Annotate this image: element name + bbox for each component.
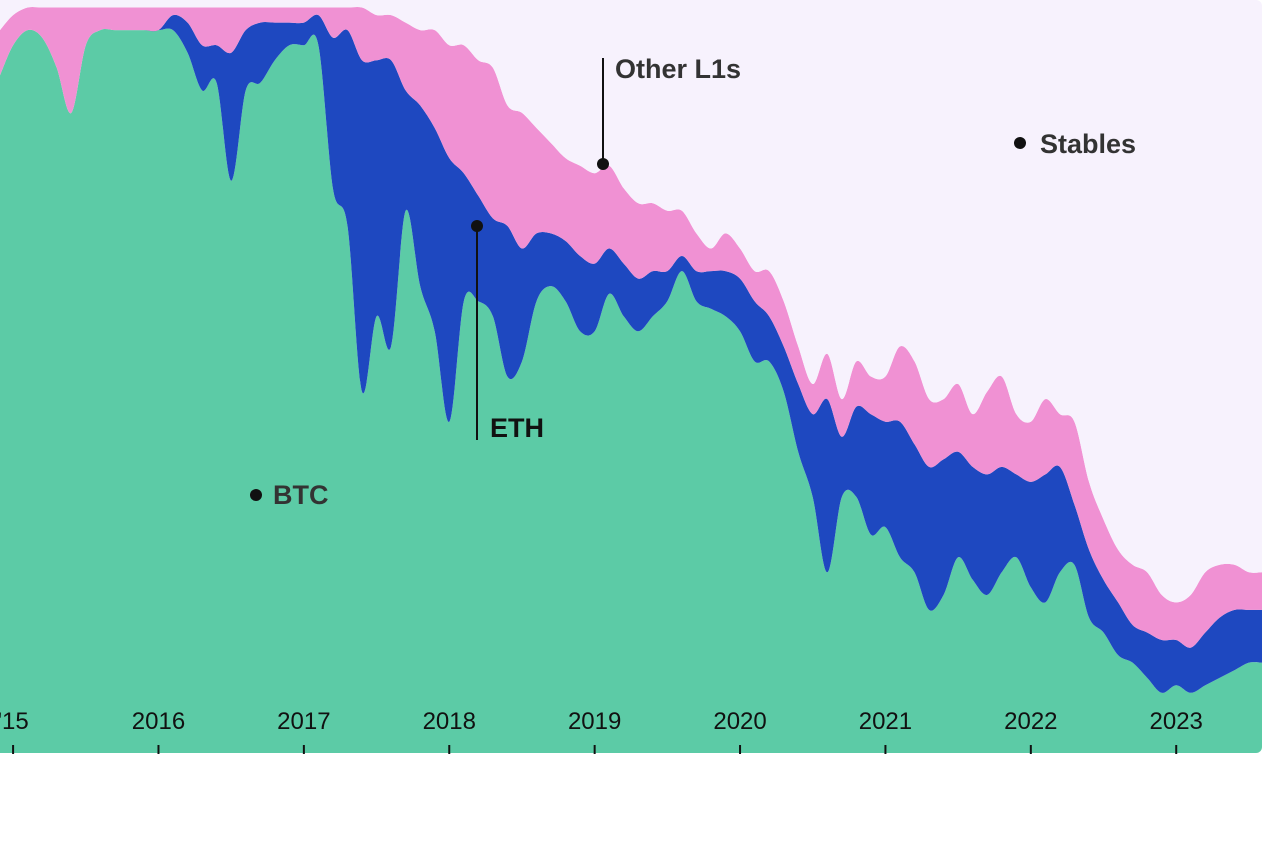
annotation-dot-btc: [250, 489, 262, 501]
x-tick-label: 2023: [1150, 708, 1203, 735]
area-stables: [0, 0, 1262, 603]
annotation-label-eth: ETH: [490, 413, 544, 443]
x-axis: '15 2016 2017 2018 2019 2020 2021 2022 2023: [0, 708, 1203, 754]
annotation-dot-eth: [471, 220, 483, 232]
annotation-dot-other-l1s: [597, 158, 609, 170]
chart-annotations: Stables Other L1s ETH BTC: [250, 54, 1136, 510]
x-tick-label: 2016: [132, 708, 185, 735]
area-eth: [0, 14, 1262, 693]
annotation-label-stables: Stables: [1040, 129, 1136, 159]
x-tick-label: 2019: [568, 708, 621, 735]
x-tick-label: 2017: [277, 708, 330, 735]
annotation-dot-stables: [1014, 137, 1026, 149]
x-tick-label: 2022: [1004, 708, 1057, 735]
x-tick-label: 2021: [859, 708, 912, 735]
area-btc: [0, 28, 1262, 753]
chart-areas: [0, 0, 1262, 753]
x-tick-label: 2020: [713, 708, 766, 735]
x-tick-label: '15: [0, 708, 29, 735]
x-tick-label: 2018: [423, 708, 476, 735]
area-other-l1s: [0, 6, 1262, 648]
annotation-label-other-l1s: Other L1s: [615, 54, 741, 84]
annotation-label-btc: BTC: [273, 480, 329, 510]
